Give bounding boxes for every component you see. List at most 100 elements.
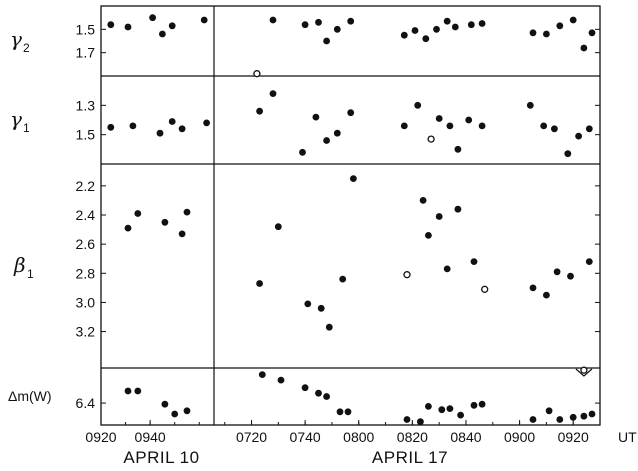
x-tick-label: 0900 xyxy=(504,429,535,445)
x-tick-label: 0940 xyxy=(135,429,166,445)
data-point-beta1 xyxy=(325,323,333,331)
data-point-gamma2 xyxy=(478,20,486,27)
y-tick-label: 1.5 xyxy=(76,127,96,143)
data-point-beta1 xyxy=(567,272,574,280)
data-point-gamma2 xyxy=(149,14,157,22)
date-label-april-17: APRIL 17 xyxy=(372,448,448,467)
data-point-gamma1 xyxy=(323,137,330,144)
data-point-dmw xyxy=(403,416,411,423)
break-marker-icon xyxy=(575,368,593,377)
panel-label-sub-gamma2: 2 xyxy=(23,41,30,55)
data-point-gamma2 xyxy=(422,35,430,43)
data-point-dmw xyxy=(417,418,424,426)
data-point-dmw xyxy=(580,412,588,420)
data-point-dmw xyxy=(588,410,596,418)
data-point-gamma1 xyxy=(347,109,355,117)
data-point-gamma1 xyxy=(540,122,548,130)
data-point-gamma1 xyxy=(575,132,582,140)
data-point-gamma1 xyxy=(551,125,558,133)
data-point-gamma2 xyxy=(580,44,588,52)
data-point-gamma2 xyxy=(451,23,459,31)
data-point-gamma2 xyxy=(124,23,132,31)
data-point-beta1 xyxy=(317,304,325,312)
data-point-dmw xyxy=(470,401,478,409)
data-point-gamma2 xyxy=(159,30,166,38)
x-tick-label: 0720 xyxy=(236,429,267,445)
data-point-beta1 xyxy=(350,175,357,183)
data-point-gamma1 xyxy=(414,101,422,109)
data-point-gamma2 xyxy=(301,21,309,29)
panel-label-beta1: β xyxy=(13,253,26,277)
data-point-dmw xyxy=(344,408,352,416)
data-point-dmw xyxy=(124,387,132,395)
data-point-beta1 xyxy=(304,300,312,308)
data-point-beta1 xyxy=(419,197,427,204)
data-point-beta1 xyxy=(161,218,169,226)
y-tick-label: 3.2 xyxy=(76,324,96,340)
data-point-beta1 xyxy=(443,265,451,273)
panel-label-sub-beta1: 1 xyxy=(27,267,34,281)
data-point-dmw xyxy=(580,366,588,374)
data-point-gamma2 xyxy=(107,21,115,29)
data-point-gamma1 xyxy=(107,123,115,131)
data-point-gamma2 xyxy=(529,29,537,37)
data-point-gamma2 xyxy=(411,27,419,34)
data-point-gamma2 xyxy=(333,25,341,33)
y-ticks: 1.5 1.7 1.3 1.5 2.2 2.4 2.6 2.8 3.0 3.2 6.4 xyxy=(76,21,600,411)
data-point-dmw xyxy=(161,400,169,408)
data-point-beta1 xyxy=(274,223,282,231)
data-point-gamma1 xyxy=(299,148,306,156)
y-tick-label: 1.5 xyxy=(76,21,96,37)
data-point-gamma1 xyxy=(564,150,572,158)
x-axis: 0920 0940 0720 0740 0800 0820 0840 0900 0920 xyxy=(85,420,601,445)
data-point-gamma1 xyxy=(446,122,454,130)
data-point-gamma2 xyxy=(433,25,440,33)
x-tick-label: 0800 xyxy=(343,429,374,445)
data-point-gamma1 xyxy=(478,122,486,130)
panel-y-labels: γ 2γ 1β 1Δm(W) xyxy=(8,27,52,404)
data-point-dmw xyxy=(183,407,191,415)
data-point-gamma2 xyxy=(347,17,355,25)
data-point-gamma1 xyxy=(454,145,462,153)
data-point-gamma2 xyxy=(168,22,176,30)
data-point-dmw xyxy=(446,405,454,412)
panel-label-sub-gamma1: 1 xyxy=(23,121,30,135)
data-point-dmw xyxy=(171,410,179,418)
data-point-beta1 xyxy=(543,291,550,299)
x-tick-label: 0920 xyxy=(85,429,116,445)
y-tick-label: 1.3 xyxy=(76,97,96,113)
data-point-dmw xyxy=(336,408,344,416)
data-point-gamma1 xyxy=(156,129,164,137)
data-point-beta1 xyxy=(425,232,432,239)
data-point-dmw xyxy=(556,416,564,423)
data-point-gamma1 xyxy=(585,125,593,133)
data-point-beta1 xyxy=(339,275,347,283)
data-point-gamma2 xyxy=(200,16,208,24)
y-tick-label: 2.4 xyxy=(76,207,96,223)
data-point-beta1 xyxy=(256,280,263,287)
data-point-beta1 xyxy=(183,208,191,216)
data-point-gamma2 xyxy=(569,16,577,24)
data-point-gamma1 xyxy=(269,90,277,97)
data-point-dmw xyxy=(438,406,446,414)
data-point-dmw xyxy=(425,403,432,410)
data-point-gamma1 xyxy=(333,129,341,137)
data-point-gamma1 xyxy=(465,116,473,124)
y-tick-label: 6.4 xyxy=(76,395,96,411)
data-point-dmw xyxy=(134,387,142,395)
data-point-dmw xyxy=(258,371,266,378)
data-point-gamma1 xyxy=(203,119,211,127)
data-point-gamma2 xyxy=(556,22,564,30)
y-tick-label: 2.6 xyxy=(76,236,96,252)
date-label-april-10: APRIL 10 xyxy=(123,448,199,467)
x-tick-label: 0740 xyxy=(290,429,321,445)
y-tick-label: 1.7 xyxy=(76,45,96,61)
data-point-gamma2 xyxy=(253,70,261,78)
data-point-gamma1 xyxy=(400,122,408,130)
data-point-gamma1 xyxy=(526,101,534,109)
panel-label-gamma2: γ xyxy=(10,27,22,51)
data-point-gamma2 xyxy=(323,37,330,45)
panel-frames xyxy=(100,5,601,426)
data-point-gamma1 xyxy=(427,135,435,143)
data-point-beta1 xyxy=(470,258,478,265)
